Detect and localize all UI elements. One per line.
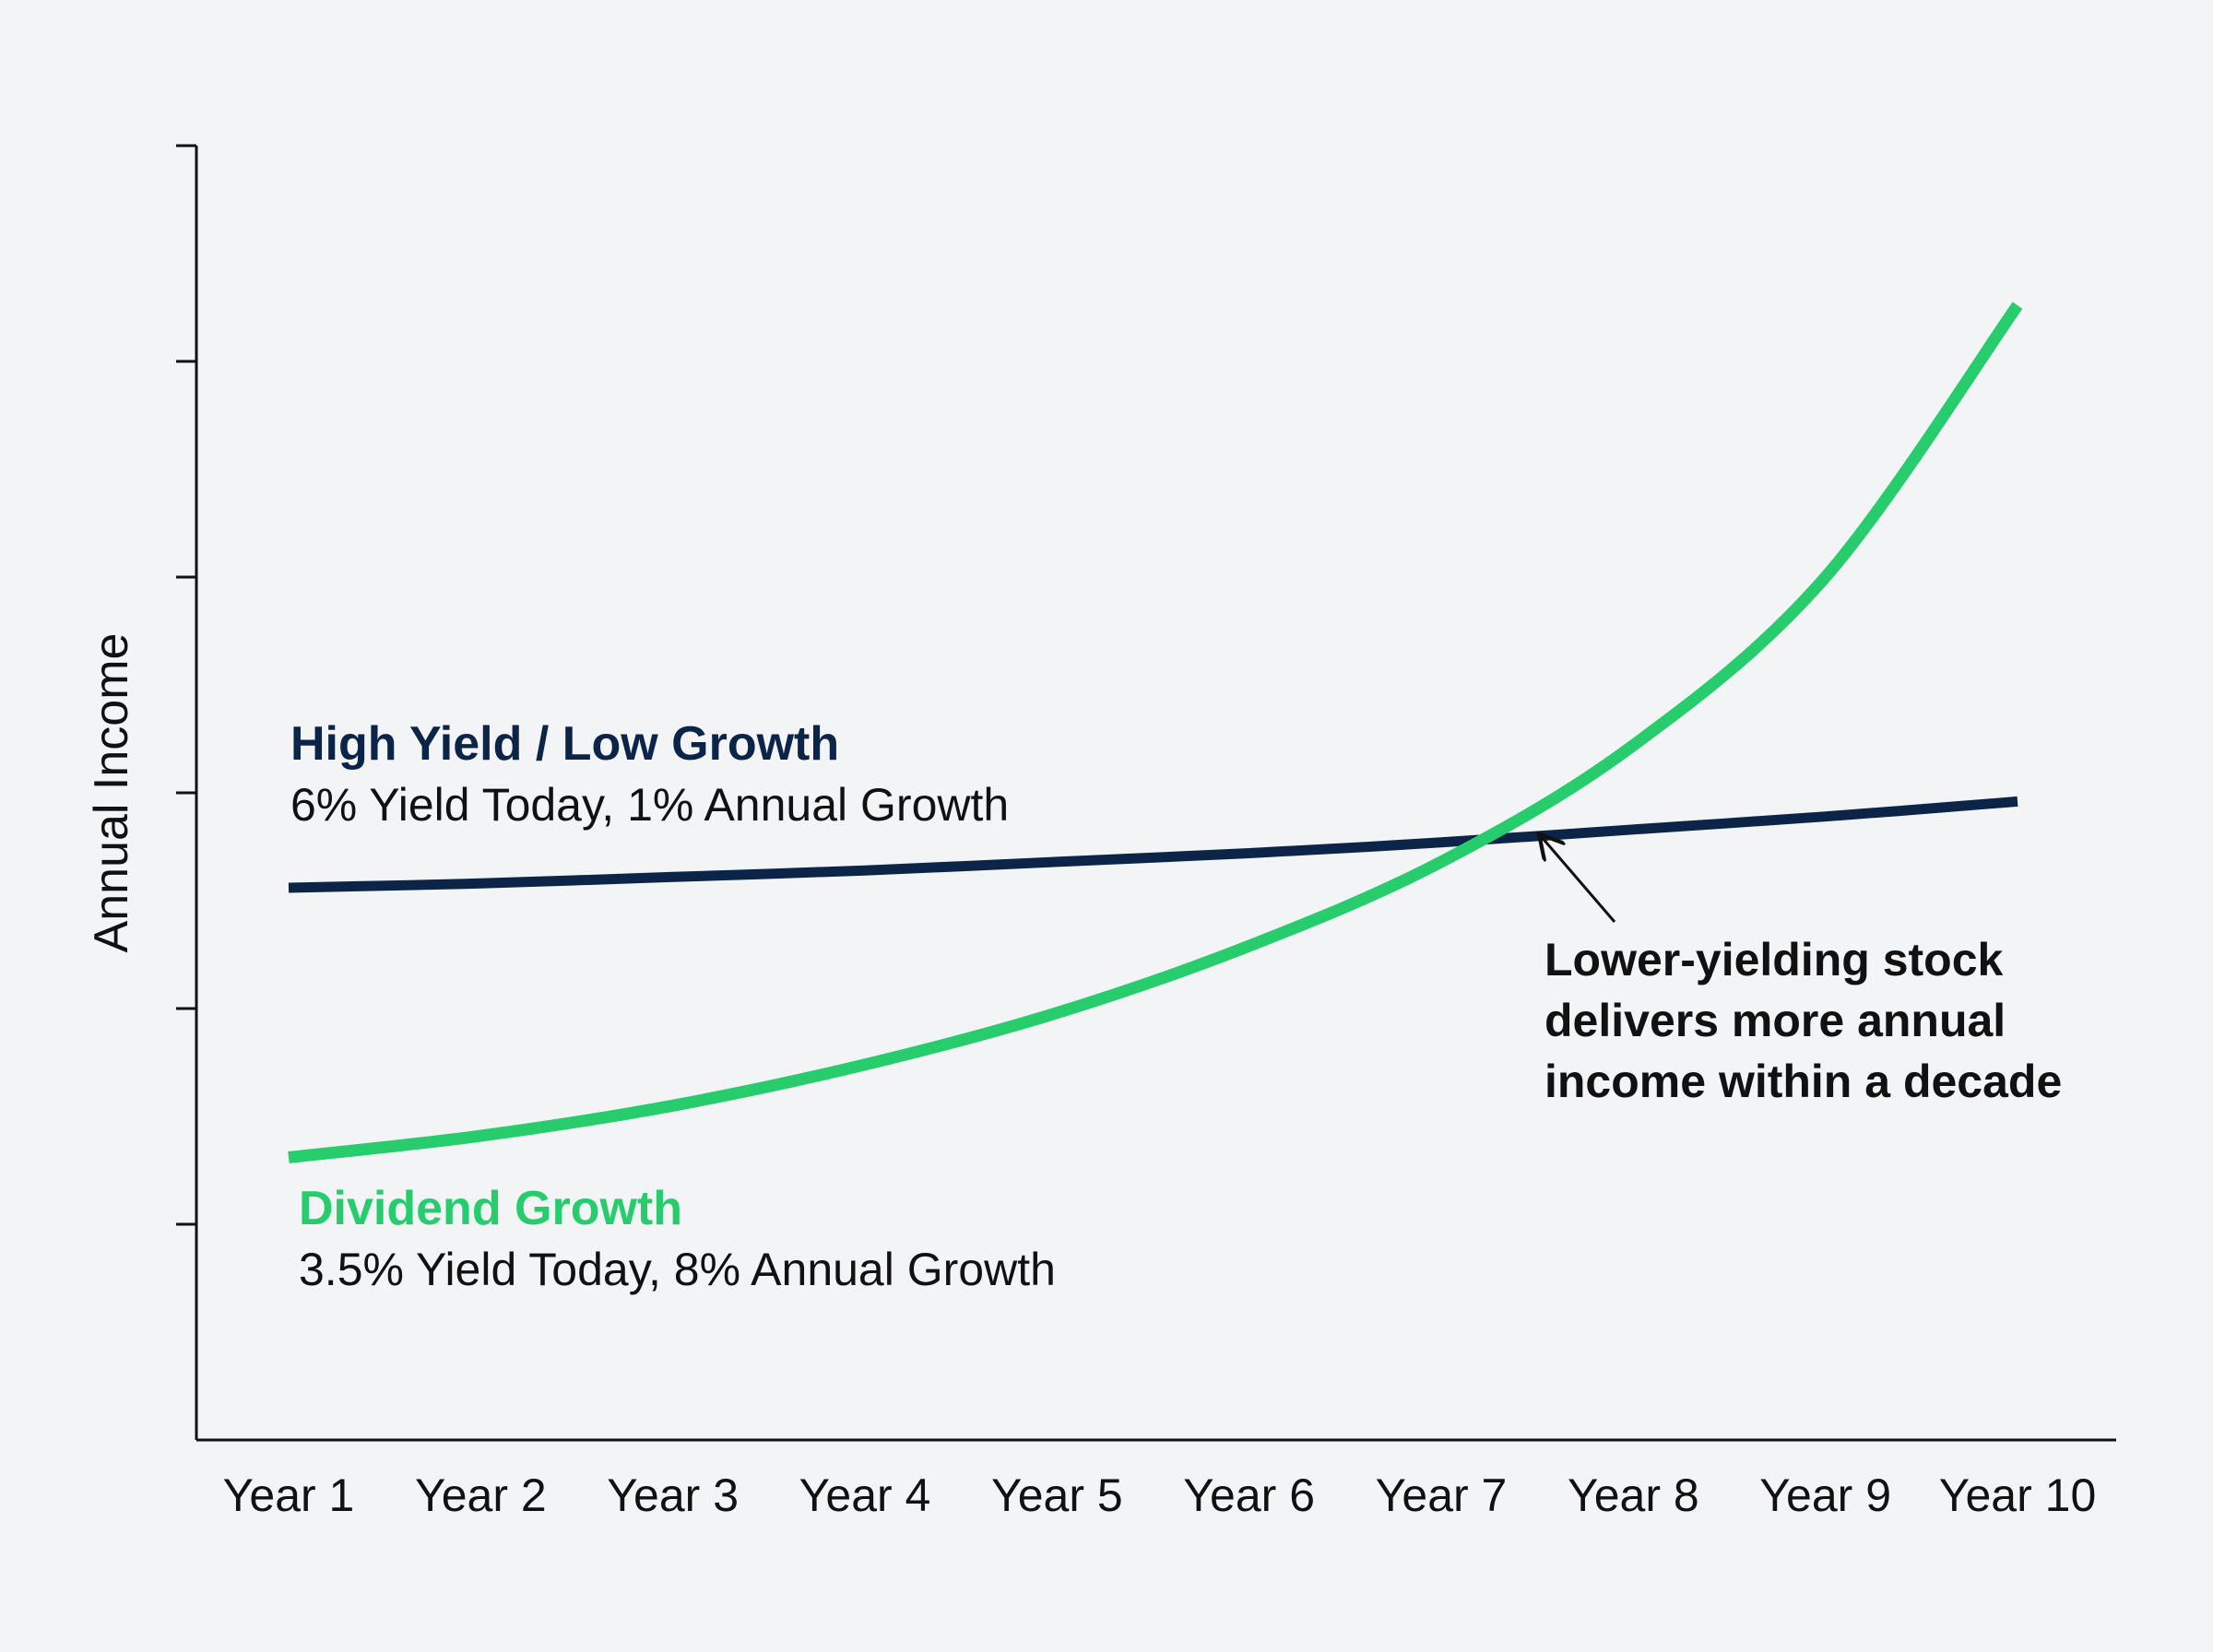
series-label-high-yield: High Yield / Low Growth 6% Yield Today, … xyxy=(290,717,1009,831)
x-tick-label-3: Year 3 xyxy=(607,1469,739,1521)
x-tick-labels: Year 1 Year 2 Year 3 Year 4 Year 5 Year 6 Year… xyxy=(223,1469,2097,1521)
series-line-dividend-growth xyxy=(288,301,2023,1163)
series-description-dividend-growth: 3.5% Yield Today, 8% Annual Growth xyxy=(299,1244,1056,1295)
x-tick-label-1: Year 1 xyxy=(223,1469,355,1521)
annotation-line-3: income within a decade xyxy=(1544,1056,2062,1107)
series-line-high-yield xyxy=(288,796,2018,893)
x-tick-label-5: Year 5 xyxy=(991,1469,1123,1521)
x-tick-label-4: Year 4 xyxy=(799,1469,931,1521)
annotation-line-1: Lower-yielding stock xyxy=(1544,934,2004,985)
y-axis-label: Annual Income xyxy=(85,633,138,953)
x-tick-label-9: Year 9 xyxy=(1759,1469,1891,1521)
annotation-text: Lower-yielding stock delivers more annua… xyxy=(1544,934,2062,1107)
x-tick-label-6: Year 6 xyxy=(1183,1469,1315,1521)
y-ticks xyxy=(176,144,196,1226)
series-label-dividend-growth: Dividend Growth 3.5% Yield Today, 8% Ann… xyxy=(299,1182,1056,1295)
annotation-arrow xyxy=(1541,836,1616,923)
x-tick-label-8: Year 8 xyxy=(1568,1469,1699,1521)
annotation-line-2: delivers more annual xyxy=(1544,995,2006,1046)
series-name-dividend-growth: Dividend Growth xyxy=(299,1182,682,1235)
x-tick-label-10: Year 10 xyxy=(1939,1469,2097,1521)
series-name-high-yield: High Yield / Low Growth xyxy=(290,717,839,771)
series-lines xyxy=(288,301,2023,1163)
series-description-high-yield: 6% Yield Today, 1% Annual Growth xyxy=(290,779,1009,831)
x-tick-label-2: Year 2 xyxy=(415,1469,547,1521)
x-tick-label-7: Year 7 xyxy=(1376,1469,1508,1521)
